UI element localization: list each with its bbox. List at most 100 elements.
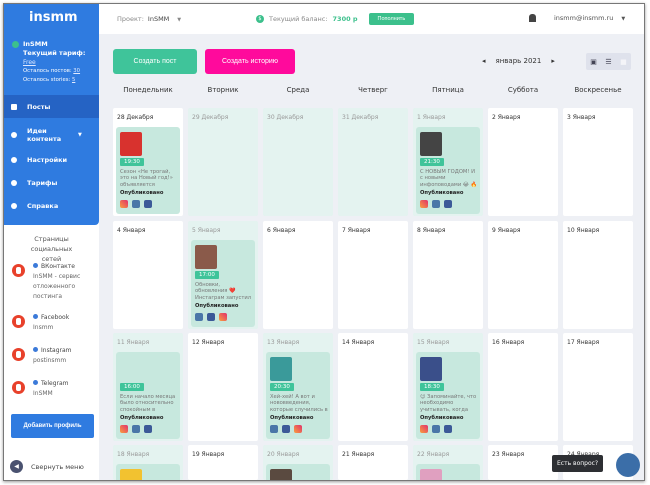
- social-network: Facebook: [41, 314, 70, 321]
- post-card[interactable]: 17:00 Обновки, обновления ❤️ Инстаграм за…: [191, 240, 255, 327]
- dollar-icon: [11, 179, 17, 186]
- day-date: 12 Января: [192, 339, 225, 346]
- nav-settings[interactable]: Настройки: [4, 152, 99, 167]
- calendar-day[interactable]: 21 Января: [338, 445, 408, 480]
- facebook-icon: [144, 200, 152, 208]
- post-thumbnail: [270, 357, 292, 381]
- idea-icon: [11, 132, 17, 138]
- next-month-button[interactable]: ▸: [551, 57, 555, 65]
- post-card[interactable]: [116, 464, 180, 480]
- social-name: InSMM - сервис отложенного постинга: [33, 273, 81, 300]
- social-network: ВКонтакте: [41, 263, 75, 270]
- calendar-day[interactable]: 11 Января 16:00 Если начало месяца было от…: [113, 333, 183, 441]
- calendar-day[interactable]: 30 Декабря: [263, 108, 333, 216]
- day-date: 1 Января: [417, 114, 446, 121]
- list-view-icon[interactable]: ☰: [605, 57, 612, 66]
- calendar-day[interactable]: 16 Января: [488, 333, 558, 441]
- social-vk[interactable]: ВКонтакте InSMM - сервис отложенного пост…: [12, 262, 93, 302]
- project-selector[interactable]: Проект: InSMM ▼: [117, 15, 181, 23]
- chevron-down-icon: ▼: [177, 17, 182, 23]
- bell-icon[interactable]: [529, 14, 536, 22]
- calendar-day[interactable]: 31 Декабря: [338, 108, 408, 216]
- vk-icon: [132, 200, 140, 208]
- post-card[interactable]: [416, 464, 480, 480]
- calendar-day[interactable]: 12 Января: [188, 333, 258, 441]
- vk-icon: [33, 263, 38, 268]
- calendar-day[interactable]: 22 Января: [413, 445, 483, 480]
- calendar-day[interactable]: 9 Января: [488, 221, 558, 329]
- social-network: Telegram: [41, 380, 69, 387]
- post-card[interactable]: 16:00 Если начало месяца было относительн…: [116, 352, 180, 439]
- post-card[interactable]: [266, 464, 330, 480]
- calendar-day[interactable]: 18 Января: [113, 445, 183, 480]
- post-card[interactable]: 18:30 😊 Запоминайте, что необходимо учиты…: [416, 352, 480, 439]
- plan-link[interactable]: Free: [23, 59, 36, 66]
- calendar-day[interactable]: 17 Января: [563, 333, 633, 441]
- weekday-label: Пятница: [432, 86, 464, 94]
- instagram-icon: [219, 313, 227, 321]
- calendar-day[interactable]: 19 Января: [188, 445, 258, 480]
- post-card[interactable]: 19:30 Сезон «Не трогай, это на Новый год!…: [116, 127, 180, 214]
- post-card[interactable]: 21:30 С НОВЫМ ГОДОМ! И с новыми инфоповод…: [416, 127, 480, 214]
- post-status: Опубликовано: [120, 415, 164, 421]
- social-instagram[interactable]: Instagram postinsmm: [12, 346, 93, 366]
- calendar-day[interactable]: 6 Января: [263, 221, 333, 329]
- project-label: Проект:: [117, 15, 144, 23]
- day-date: 9 Января: [492, 227, 521, 234]
- collapse-menu-button[interactable]: ◀ Свернуть меню: [10, 460, 84, 473]
- facebook-icon: [282, 425, 290, 433]
- calendar-day[interactable]: 2 Января: [488, 108, 558, 216]
- post-thumbnail: [120, 469, 142, 480]
- arrow-left-icon: ◀: [10, 460, 23, 473]
- weekday-label: Суббота: [507, 86, 539, 94]
- post-text: 😊 Запоминайте, что необходимо учитывать,…: [420, 394, 477, 413]
- calendar-day[interactable]: 28 Декабря 19:30 Сезон «Не трогай, это на …: [113, 108, 183, 216]
- logo[interactable]: insmm: [29, 10, 78, 25]
- calendar-day[interactable]: 20 Января: [263, 445, 333, 480]
- posts-left-value[interactable]: 30: [73, 68, 81, 74]
- calendar-day[interactable]: 15 Января 18:30 😊 Запоминайте, что необход…: [413, 333, 483, 441]
- social-pages-title: Страницы социальных сетей: [30, 235, 73, 263]
- stories-left-label: Осталось stories:: [23, 77, 71, 83]
- post-text: Хей-хей! А вот и нововведения, которые с…: [270, 394, 328, 413]
- calendar-day[interactable]: 29 Декабря: [188, 108, 258, 216]
- topup-button[interactable]: Пополнить: [368, 13, 415, 25]
- post-card[interactable]: 20:30 Хей-хей! А вот и нововведения, кото…: [266, 352, 330, 439]
- chat-tooltip: Есть вопрос?: [552, 455, 604, 472]
- user-menu[interactable]: insmm@insmm.ru ▼: [554, 14, 625, 22]
- create-story-button[interactable]: Создать историю: [205, 49, 295, 74]
- calendar-day[interactable]: 4 Января: [113, 221, 183, 329]
- instagram-icon: [420, 425, 428, 433]
- calendar-day[interactable]: 13 Января 20:30 Хей-хей! А вот и нововведе…: [263, 333, 333, 441]
- help-icon: [11, 202, 17, 209]
- stories-left-value[interactable]: 5: [71, 77, 76, 83]
- prev-month-button[interactable]: ◂: [482, 57, 486, 65]
- social-telegram[interactable]: Telegram InSMM: [12, 379, 93, 399]
- grid-view-icon[interactable]: ■: [620, 57, 627, 66]
- chevron-down-icon: ▼: [78, 132, 82, 138]
- chat-button[interactable]: [616, 453, 640, 477]
- facebook-icon: [444, 425, 452, 433]
- calendar-day[interactable]: 1 Января 21:30 С НОВЫМ ГОДОМ! И с новыми и…: [413, 108, 483, 216]
- vk-icon: [432, 200, 440, 208]
- calendar-view-icon[interactable]: ▣: [590, 57, 597, 66]
- day-date: 2 Января: [492, 114, 521, 121]
- post-time: 17:00: [195, 271, 219, 280]
- nav-tariffs[interactable]: Тарифы: [4, 175, 99, 190]
- nav-help[interactable]: Справка: [4, 198, 99, 213]
- nav-posts[interactable]: Посты: [4, 95, 99, 118]
- calendar-day[interactable]: 3 Января: [563, 108, 633, 216]
- day-date: 3 Января: [567, 114, 596, 121]
- nav-ideas[interactable]: Идеи контента ▼: [4, 122, 99, 148]
- calendar-day[interactable]: 7 Января: [338, 221, 408, 329]
- day-date: 16 Января: [492, 339, 525, 346]
- calendar-day[interactable]: 5 Января 17:00 Обновки, обновления ❤️ Инст…: [188, 221, 258, 329]
- post-text: Обновки, обновления ❤️ Инстаграм запусти…: [195, 282, 252, 301]
- calendar-day[interactable]: 14 Января: [338, 333, 408, 441]
- create-post-button[interactable]: Создать пост: [113, 49, 197, 74]
- social-facebook[interactable]: Facebook Insmm: [12, 313, 93, 333]
- add-profile-button[interactable]: Добавить профиль: [11, 414, 94, 438]
- calendar-day[interactable]: 10 Января: [563, 221, 633, 329]
- calendar-day[interactable]: 23 Января: [488, 445, 558, 480]
- calendar-day[interactable]: 8 Января: [413, 221, 483, 329]
